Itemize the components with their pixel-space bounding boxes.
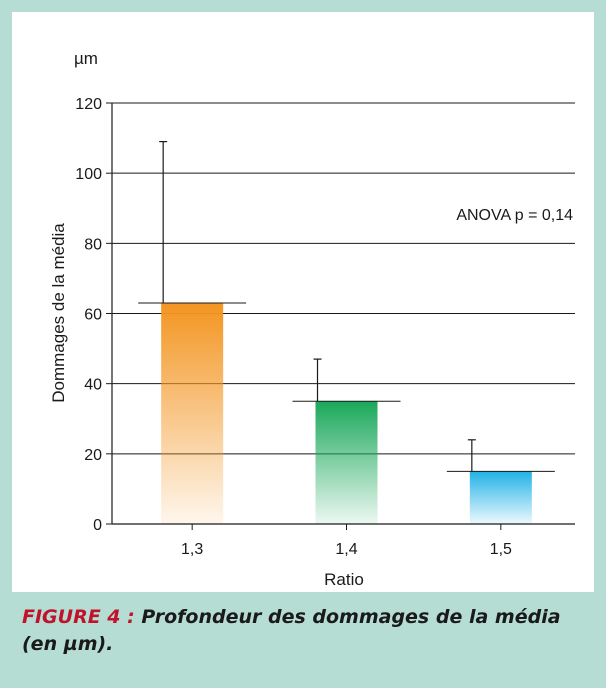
y-tick-label: 80	[84, 236, 102, 253]
bar-1,3	[161, 302, 224, 524]
caption-label: FIGURE 4 :	[22, 606, 135, 628]
figure-caption: FIGURE 4 : Profondeur des dommages de la…	[22, 604, 582, 658]
anova-annotation: ANOVA p = 0,14	[456, 207, 573, 224]
y-tick-label: 20	[84, 447, 102, 464]
y-tick-label: 100	[75, 166, 102, 183]
y-tick-label: 0	[93, 517, 102, 534]
y-tick-label: 60	[84, 307, 102, 324]
x-tick-label: 1,4	[335, 541, 357, 558]
x-axis-title: Ratio	[324, 570, 364, 589]
bar-1,4	[315, 401, 378, 524]
bar-chart: 0 20 40 60 80 100 120 1,3 1,4 1,5 µm Dommages de …	[49, 49, 575, 589]
y-tick-label: 40	[84, 377, 102, 394]
y-axis-title: Dommages de la média	[49, 223, 68, 403]
x-tick-label: 1,3	[181, 541, 203, 558]
caption-text: Profondeur des dommages de la média (en …	[22, 606, 561, 655]
x-tick-label: 1,5	[490, 541, 512, 558]
bar-1,5	[469, 471, 532, 524]
y-tick-label: 120	[75, 96, 102, 113]
chart-panel: 0 20 40 60 80 100 120 1,3 1,4 1,5 µm Dommages de …	[12, 12, 594, 592]
y-unit-label: µm	[74, 49, 98, 68]
